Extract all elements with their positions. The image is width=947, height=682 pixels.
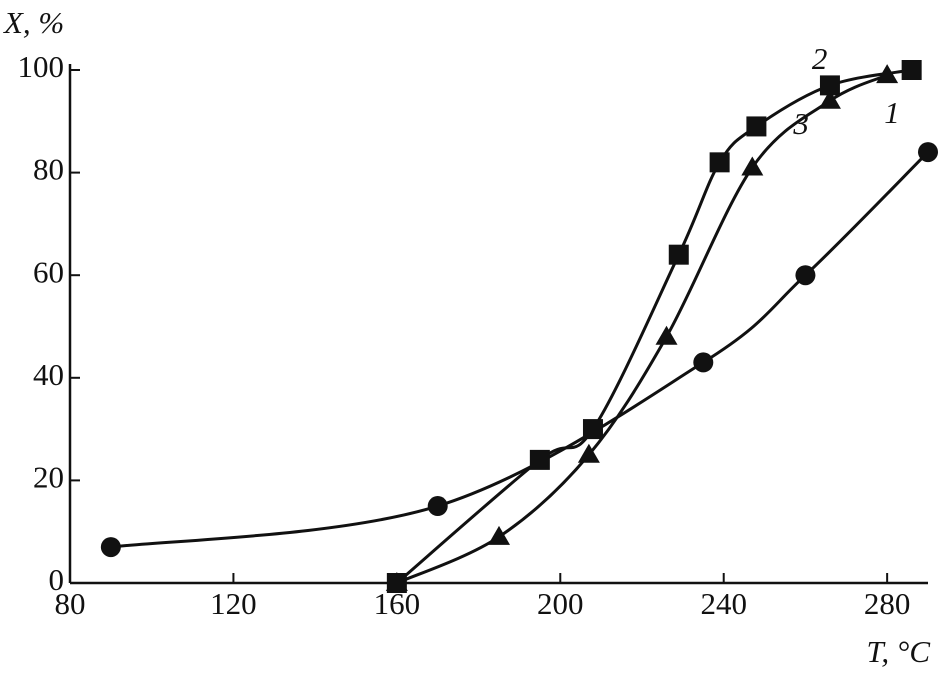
marker (901, 60, 922, 80)
y-tick-label: 40 (33, 357, 64, 392)
marker (529, 449, 550, 470)
series-label: 3 (792, 106, 809, 141)
line (396, 73, 888, 585)
y-tick-label: 80 (33, 152, 64, 187)
marker (385, 572, 408, 591)
marker (795, 265, 816, 286)
marker (709, 152, 730, 173)
x-tick-label: 280 (864, 586, 911, 621)
x-tick-label: 200 (537, 586, 584, 621)
line (395, 68, 912, 585)
marker (577, 443, 600, 463)
marker (488, 525, 510, 545)
marker (918, 142, 938, 163)
x-tick-label: 120 (210, 586, 257, 621)
marker (100, 537, 121, 558)
series-label: 1 (884, 95, 900, 130)
marker (693, 352, 714, 373)
marker (427, 496, 448, 517)
y-tick-label: 60 (33, 254, 64, 289)
series-label: 2 (812, 41, 828, 76)
marker (741, 156, 764, 176)
y-axis-label: X, % (2, 5, 64, 40)
marker (819, 75, 840, 96)
marker (582, 419, 603, 440)
y-tick-label: 0 (49, 562, 65, 597)
y-tick-label: 20 (33, 460, 64, 495)
y-tick-label: 100 (18, 49, 65, 84)
x-tick-label: 240 (700, 586, 747, 621)
x-axis-label: T, °C (866, 634, 930, 669)
line (110, 151, 930, 549)
marker (668, 244, 689, 265)
marker (876, 64, 899, 84)
marker (655, 325, 678, 345)
x-tick-label: 80 (55, 586, 86, 621)
marker (818, 89, 841, 109)
marker (746, 116, 767, 137)
